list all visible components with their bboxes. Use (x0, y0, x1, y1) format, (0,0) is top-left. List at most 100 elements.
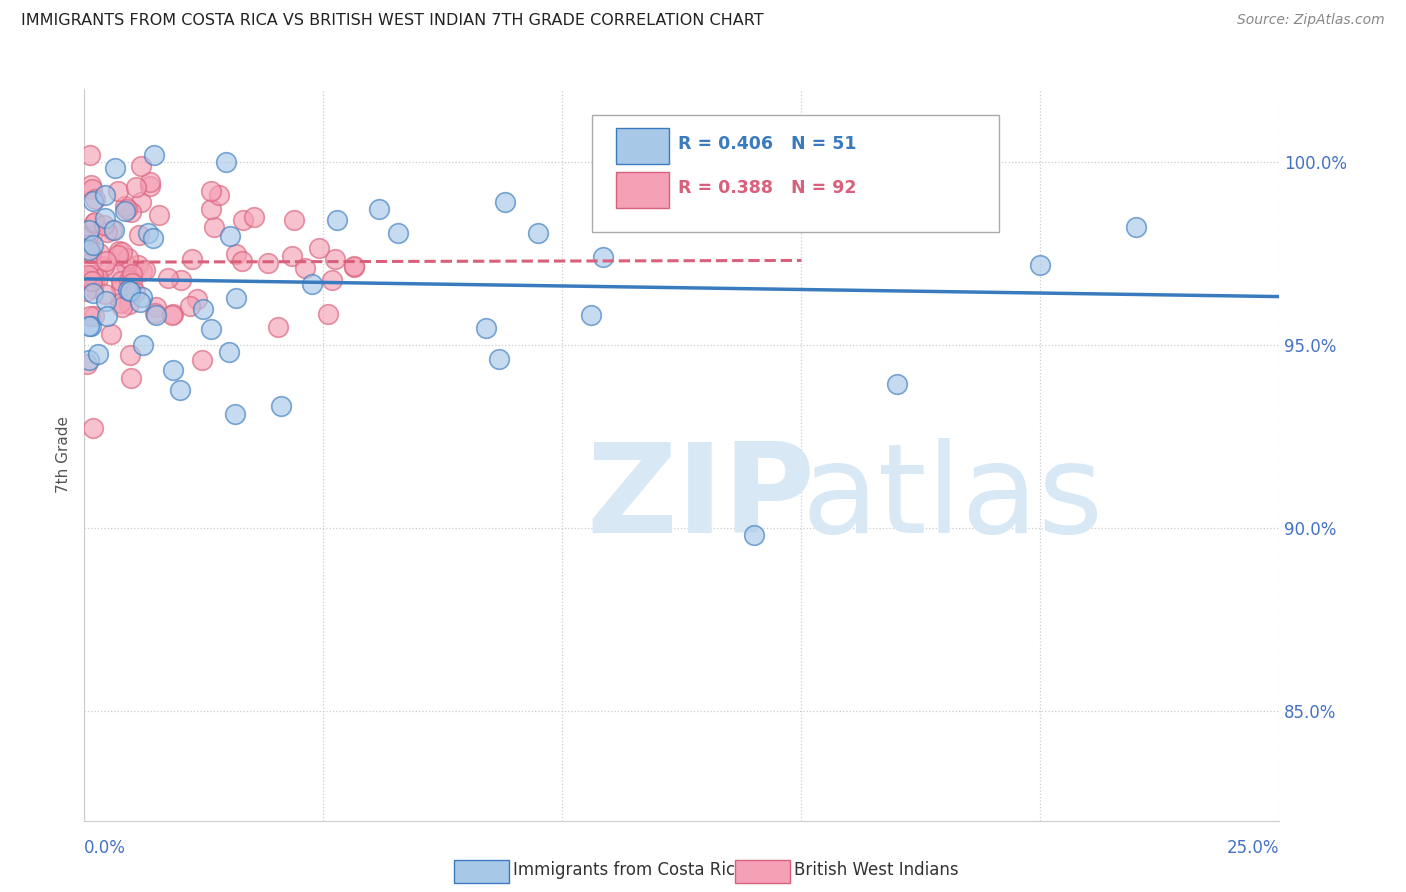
Point (107, 184, 129, 198)
Point (103, 223, 125, 237)
Point (181, 252, 204, 266)
Text: Immigrants from Costa Rica: Immigrants from Costa Rica (513, 861, 745, 879)
Point (79, 309, 101, 323)
Point (191, 301, 214, 316)
Point (114, 258, 136, 272)
Point (77, 319, 100, 334)
Point (107, 248, 129, 262)
Point (131, 290, 153, 304)
Point (80, 246, 103, 260)
Point (131, 263, 153, 277)
Point (488, 352, 510, 367)
Point (94, 294, 117, 309)
Point (111, 300, 134, 314)
Point (145, 300, 167, 314)
Point (80, 319, 103, 334)
Point (124, 179, 146, 194)
Point (494, 194, 516, 209)
Point (101, 223, 124, 237)
Point (218, 345, 240, 359)
Point (121, 267, 143, 281)
Point (96, 310, 118, 324)
Point (208, 188, 231, 202)
Point (80, 227, 103, 242)
Point (526, 226, 548, 240)
Point (117, 251, 139, 265)
Point (368, 202, 391, 216)
Point (138, 179, 160, 194)
Point (623, 148, 645, 162)
Point (93, 259, 115, 273)
Point (94, 211, 117, 226)
Point (87, 270, 110, 285)
Point (814, 210, 837, 224)
Point (77, 243, 100, 257)
Point (592, 251, 614, 265)
Point (84, 270, 107, 285)
Point (219, 229, 242, 244)
Point (108, 244, 131, 259)
Point (145, 308, 167, 322)
Point (82, 420, 104, 434)
Point (114, 204, 136, 219)
Point (120, 274, 142, 288)
Point (83, 310, 105, 324)
Point (162, 307, 184, 321)
FancyBboxPatch shape (616, 172, 669, 208)
Point (142, 231, 165, 245)
Point (136, 226, 159, 240)
Point (179, 300, 201, 314)
Point (139, 175, 162, 189)
Point (343, 260, 366, 274)
Point (157, 271, 180, 285)
Point (82, 274, 104, 288)
Point (224, 407, 246, 421)
Point (129, 295, 152, 310)
Point (84, 192, 107, 206)
Point (120, 370, 142, 384)
Point (321, 273, 343, 287)
FancyBboxPatch shape (592, 115, 998, 232)
Point (120, 348, 142, 362)
Point (94, 188, 117, 202)
Text: R = 0.406   N = 51: R = 0.406 N = 51 (678, 135, 856, 153)
Point (82, 194, 104, 208)
Point (76, 357, 98, 371)
Point (77, 222, 100, 236)
Point (301, 277, 323, 292)
Point (121, 276, 143, 290)
Text: British West Indians: British West Indians (794, 861, 959, 879)
Point (202, 220, 225, 235)
Point (76, 237, 98, 252)
Point (124, 285, 146, 300)
Point (200, 322, 222, 336)
Text: atlas: atlas (801, 438, 1104, 559)
Point (1125, 220, 1147, 235)
Point (117, 273, 139, 287)
Point (266, 320, 288, 334)
Text: 25.0%: 25.0% (1227, 838, 1279, 857)
Point (82, 281, 104, 295)
Point (118, 296, 141, 310)
Point (169, 383, 191, 397)
Point (191, 352, 214, 367)
Point (186, 292, 208, 306)
Point (110, 280, 132, 294)
Point (215, 154, 238, 169)
Point (80, 178, 103, 192)
Point (132, 338, 155, 352)
Point (886, 377, 908, 392)
Point (148, 208, 170, 222)
Point (87, 347, 110, 361)
Point (76, 284, 98, 298)
Point (134, 262, 156, 277)
Point (100, 326, 122, 341)
Point (76, 268, 98, 282)
Point (131, 160, 153, 174)
Point (326, 213, 349, 227)
Point (127, 258, 149, 272)
Point (257, 256, 280, 270)
Point (82, 238, 104, 252)
Point (128, 227, 150, 242)
Text: R = 0.388   N = 92: R = 0.388 N = 92 (678, 179, 856, 197)
